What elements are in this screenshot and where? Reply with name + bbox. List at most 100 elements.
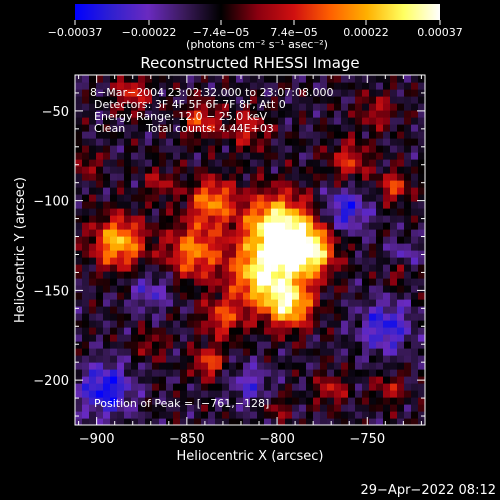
heatmap-cell: [250, 138, 258, 146]
heatmap-cell: [138, 208, 146, 216]
heatmap-cell: [131, 250, 139, 258]
heatmap-cell: [320, 236, 328, 244]
heatmap-cell: [355, 306, 363, 314]
heatmap-cell: [96, 250, 104, 258]
heatmap-cell: [390, 110, 398, 118]
annotation-clean: Clean: [94, 122, 125, 135]
heatmap-cell: [397, 341, 405, 349]
heatmap-cell: [222, 334, 230, 342]
heatmap-cell: [152, 208, 160, 216]
heatmap-cell: [264, 369, 272, 377]
heatmap-cell: [75, 320, 83, 328]
heatmap-cell: [103, 117, 111, 125]
heatmap-cell: [131, 278, 139, 286]
heatmap-cell: [243, 166, 251, 174]
heatmap-cell: [187, 390, 195, 398]
heatmap-cell: [362, 82, 370, 90]
heatmap-cell: [103, 187, 111, 195]
heatmap-cell: [159, 166, 167, 174]
heatmap-cell: [82, 299, 90, 307]
heatmap-cell: [131, 187, 139, 195]
heatmap-cell: [383, 334, 391, 342]
heatmap-cell: [82, 82, 90, 90]
heatmap-cell: [89, 166, 97, 174]
heatmap-cell: [152, 117, 160, 125]
heatmap-cell: [145, 208, 153, 216]
heatmap-cell: [103, 201, 111, 209]
heatmap-cell: [82, 201, 90, 209]
heatmap-cell: [383, 355, 391, 363]
heatmap-cell: [278, 82, 286, 90]
heatmap-cell: [383, 278, 391, 286]
heatmap-cell: [75, 229, 83, 237]
heatmap-cell: [173, 376, 181, 384]
heatmap-cell: [383, 215, 391, 223]
heatmap-cell: [75, 313, 83, 321]
heatmap-cell: [390, 376, 398, 384]
heatmap-cell: [75, 299, 83, 307]
heatmap-cell: [285, 138, 293, 146]
heatmap-cell: [348, 229, 356, 237]
heatmap-cell: [117, 278, 125, 286]
heatmap-cell: [117, 355, 125, 363]
heatmap-cell: [75, 334, 83, 342]
heatmap-cell: [159, 103, 167, 111]
heatmap-cell: [194, 264, 202, 272]
heatmap-cell: [201, 243, 209, 251]
heatmap-cell: [348, 341, 356, 349]
heatmap-cell: [292, 110, 300, 118]
heatmap-cell: [96, 166, 104, 174]
heatmap-cell: [257, 264, 265, 272]
heatmap-cell: [222, 313, 230, 321]
heatmap-cell: [103, 110, 111, 118]
heatmap-cell: [250, 166, 258, 174]
heatmap-cell: [145, 264, 153, 272]
heatmap-cell: [348, 194, 356, 202]
heatmap-cell: [390, 341, 398, 349]
heatmap-cell: [180, 271, 188, 279]
heatmap-cell: [334, 299, 342, 307]
heatmap-cell: [152, 166, 160, 174]
heatmap-cell: [271, 250, 279, 258]
heatmap-cell: [341, 243, 349, 251]
heatmap-cell: [236, 138, 244, 146]
heatmap-cell: [341, 320, 349, 328]
heatmap-cell: [82, 208, 90, 216]
heatmap-cell: [292, 89, 300, 97]
heatmap-cell: [250, 306, 258, 314]
heatmap-cell: [166, 411, 174, 419]
heatmap-cell: [327, 173, 335, 181]
heatmap-cell: [348, 131, 356, 139]
heatmap-cell: [341, 187, 349, 195]
heatmap-cell: [404, 306, 412, 314]
heatmap-cell: [124, 313, 132, 321]
heatmap-cell: [187, 138, 195, 146]
heatmap-cell: [341, 404, 349, 412]
heatmap-cell: [362, 96, 370, 104]
heatmap-cell: [103, 222, 111, 230]
x-tick-label: −900: [79, 432, 115, 447]
heatmap-cell: [404, 103, 412, 111]
heatmap-cell: [75, 306, 83, 314]
heatmap-cell: [96, 82, 104, 90]
heatmap-cell: [348, 159, 356, 167]
heatmap-cell: [138, 215, 146, 223]
heatmap-cell: [376, 75, 384, 83]
heatmap-cell: [131, 201, 139, 209]
heatmap-cell: [278, 117, 286, 125]
heatmap-cell: [229, 271, 237, 279]
heatmap-cell: [397, 215, 405, 223]
heatmap-cell: [376, 250, 384, 258]
heatmap-cell: [117, 82, 125, 90]
heatmap-cell: [159, 215, 167, 223]
heatmap-cell: [306, 404, 314, 412]
heatmap-cell: [271, 257, 279, 265]
heatmap-cell: [243, 124, 251, 132]
heatmap-cell: [208, 250, 216, 258]
heatmap-cell: [327, 243, 335, 251]
heatmap-cell: [229, 404, 237, 412]
heatmap-cell: [257, 180, 265, 188]
heatmap-cell: [264, 236, 272, 244]
heatmap-cell: [264, 152, 272, 160]
heatmap-cell: [383, 145, 391, 153]
